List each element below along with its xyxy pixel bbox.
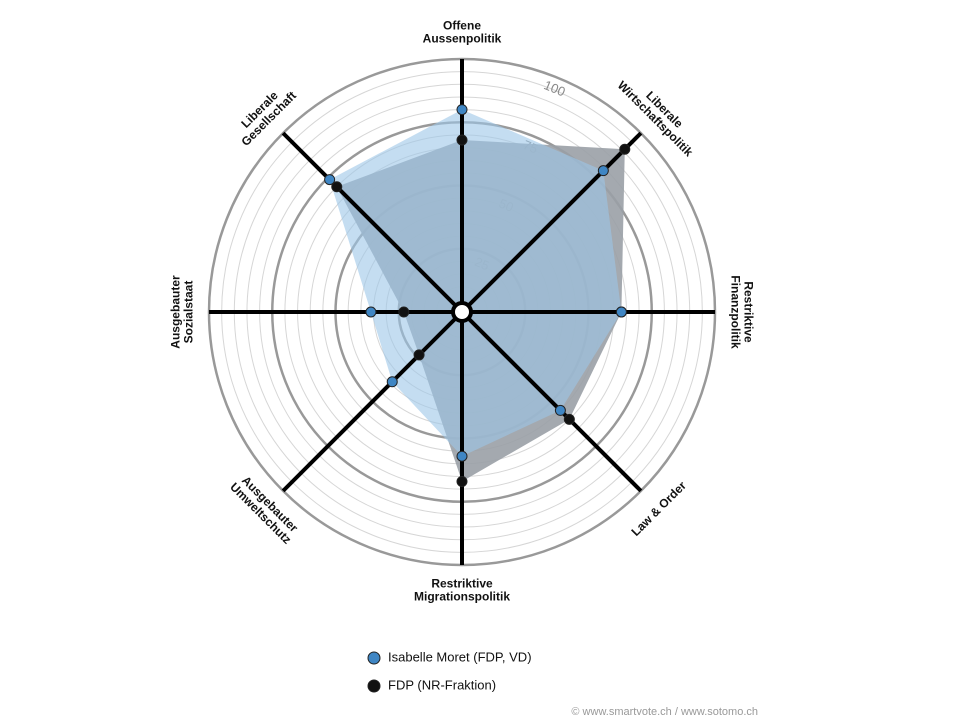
point [386, 376, 398, 388]
axis-line [460, 131, 643, 314]
point [456, 476, 468, 488]
point [597, 165, 609, 177]
source: © www.smartvote.ch / www.sotomo.ch [571, 706, 758, 718]
axis-label: Restriktive [741, 281, 755, 343]
axis-label: Sozialstaat [182, 281, 196, 344]
axis-line [460, 310, 643, 493]
axis-label: Finanzpolitik [728, 275, 742, 349]
point [413, 349, 425, 361]
axis-label: Ausgebauter [169, 275, 183, 349]
point [456, 450, 468, 462]
point [324, 174, 336, 186]
point [365, 306, 377, 318]
center [451, 301, 473, 323]
point [619, 143, 631, 155]
series-area [329, 109, 622, 457]
point [615, 306, 627, 318]
axis-label: Offene [443, 19, 481, 33]
legend-label: Isabelle Moret (FDP, VD) [388, 649, 532, 664]
point [398, 306, 410, 318]
axis-line [281, 131, 464, 314]
point [456, 104, 468, 116]
point [456, 134, 468, 146]
point [554, 404, 566, 416]
legend-marker [367, 651, 381, 665]
legend-label: FDP (NR-Fraktion) [388, 677, 496, 692]
point [331, 181, 343, 193]
axis-label: Restriktive [431, 577, 493, 591]
point [563, 413, 575, 425]
axis-label: Aussenpolitik [423, 32, 502, 46]
axis-line [281, 310, 464, 493]
points [324, 104, 631, 488]
legend-marker [367, 679, 381, 693]
axis-label: Migrationspolitik [414, 590, 510, 604]
